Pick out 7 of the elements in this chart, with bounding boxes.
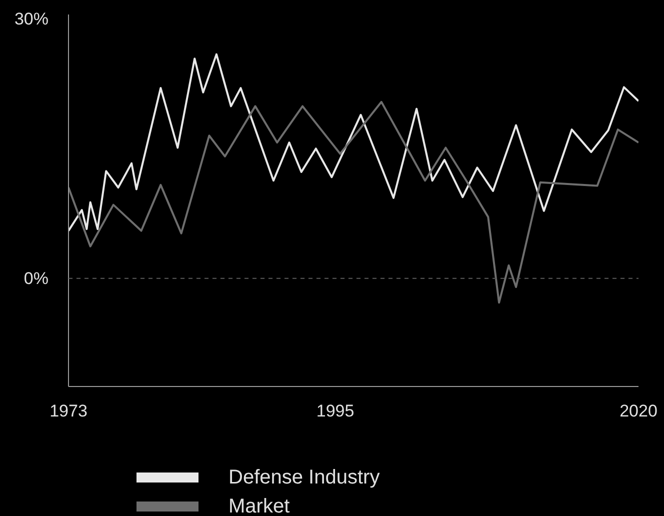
x-tick-label: 2020	[620, 402, 658, 420]
legend-label: Market	[228, 496, 290, 516]
legend-label: Defense Industry	[228, 466, 380, 488]
x-tick-label: 1995	[316, 402, 354, 420]
y-tick-label: 30%	[14, 9, 49, 28]
y-tick-label: 0%	[24, 268, 49, 288]
x-tick-label: 1973	[50, 402, 88, 420]
